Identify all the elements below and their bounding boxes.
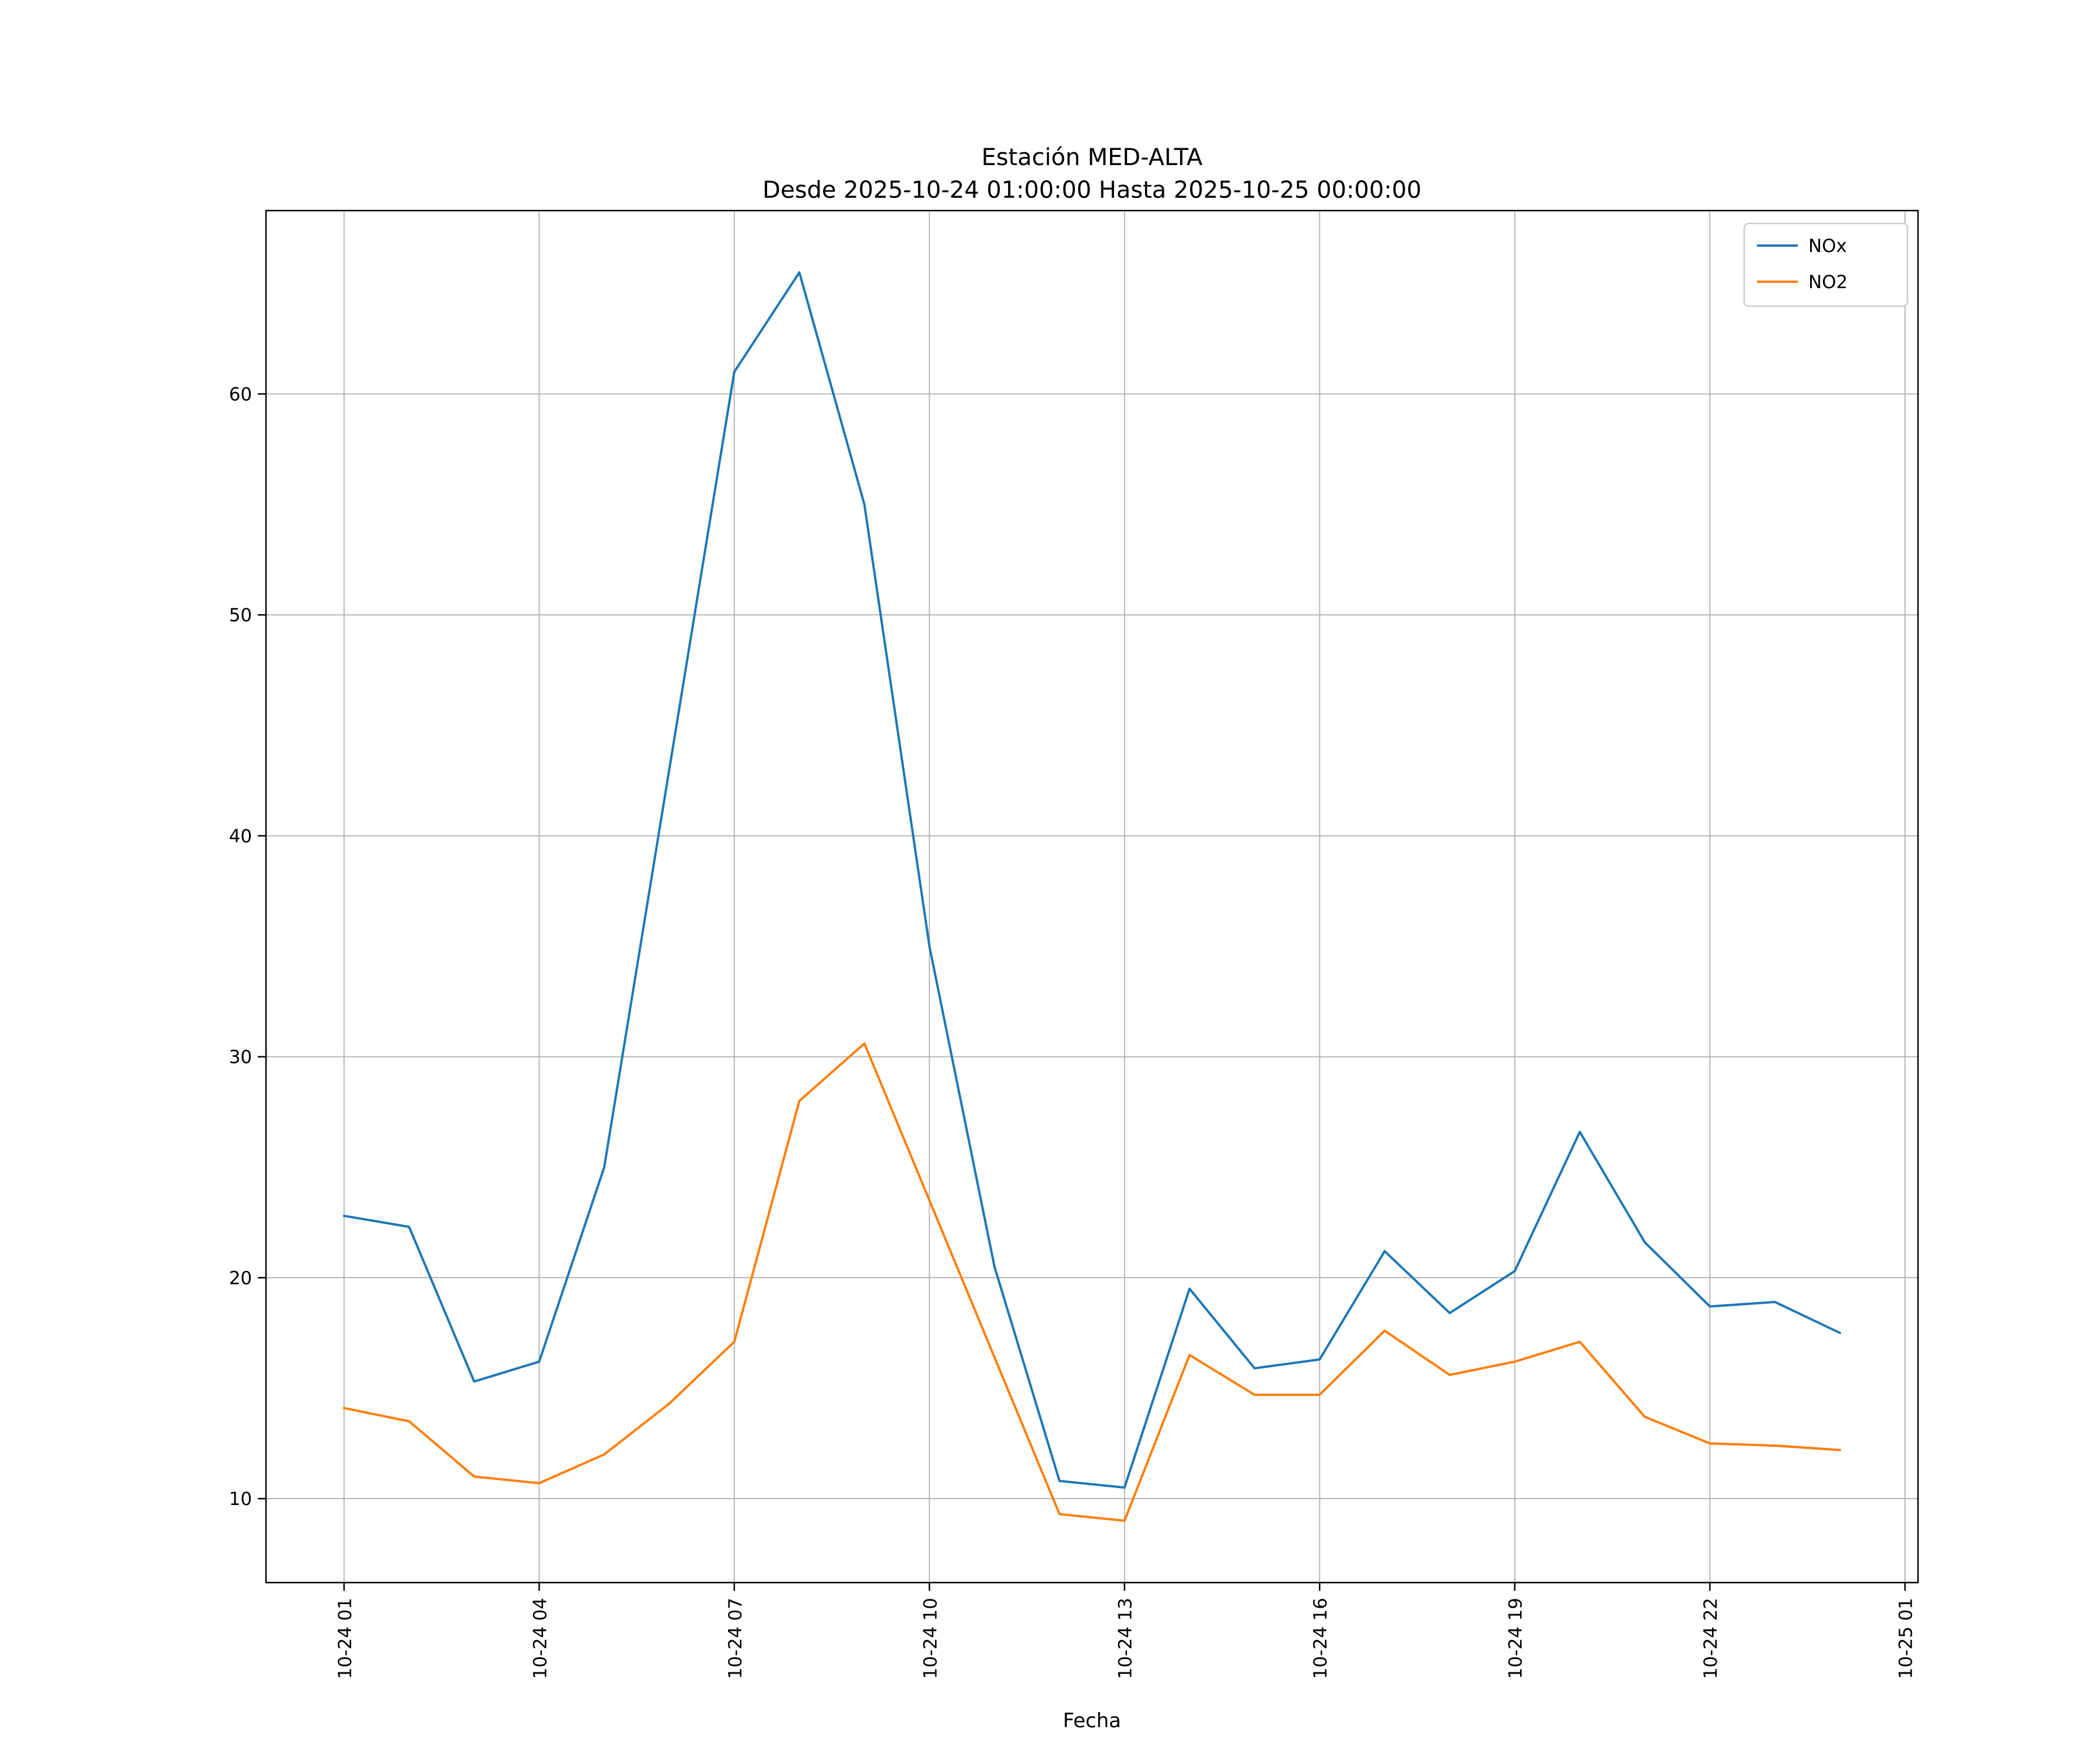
chart-subtitle: Desde 2025-10-24 01:00:00 Hasta 2025-10-… [762, 177, 1422, 204]
grid [266, 211, 1918, 1583]
y-tick-label: 40 [229, 826, 252, 847]
y-tick-label: 50 [229, 605, 252, 626]
chart-title: Estación MED-ALTA [981, 144, 1203, 171]
x-tick-label: 10-24 16 [1310, 1598, 1331, 1679]
x-tick-label: 10-24 07 [725, 1598, 746, 1679]
y-axis-ticks: 10 20 30 40 50 60 [229, 384, 266, 1510]
x-tick-label: 10-24 22 [1700, 1598, 1721, 1679]
plot-background [266, 211, 1918, 1583]
series-line-NOx [342, 271, 1842, 1489]
y-tick-label: 60 [229, 384, 252, 405]
y-tick-label: 10 [229, 1489, 252, 1510]
x-axis-label: Fecha [1063, 1709, 1121, 1732]
x-tick-label: 10-24 04 [530, 1598, 551, 1679]
x-tick-label: 10-24 01 [335, 1598, 356, 1679]
legend-box [1743, 222, 1909, 307]
axes-frame [265, 209, 1919, 1584]
legend-label-NO2: NO2 [1808, 272, 1847, 293]
legend-label-NOx: NOx [1808, 236, 1847, 257]
y-tick-label: 30 [229, 1047, 252, 1068]
y-tick-label: 20 [229, 1268, 252, 1289]
x-tick-label: 10-24 10 [920, 1598, 941, 1679]
x-axis-ticks: 10-24 01 10-24 04 10-24 07 10-24 10 10-24 13… [335, 1583, 1917, 1679]
x-tick-label: 10-25 01 [1896, 1598, 1917, 1679]
series-line-NO2 [342, 1042, 1842, 1522]
x-tick-label: 10-24 19 [1506, 1598, 1527, 1679]
legend: NOx NO2 [1743, 222, 1909, 307]
x-tick-label: 10-24 13 [1115, 1598, 1136, 1679]
